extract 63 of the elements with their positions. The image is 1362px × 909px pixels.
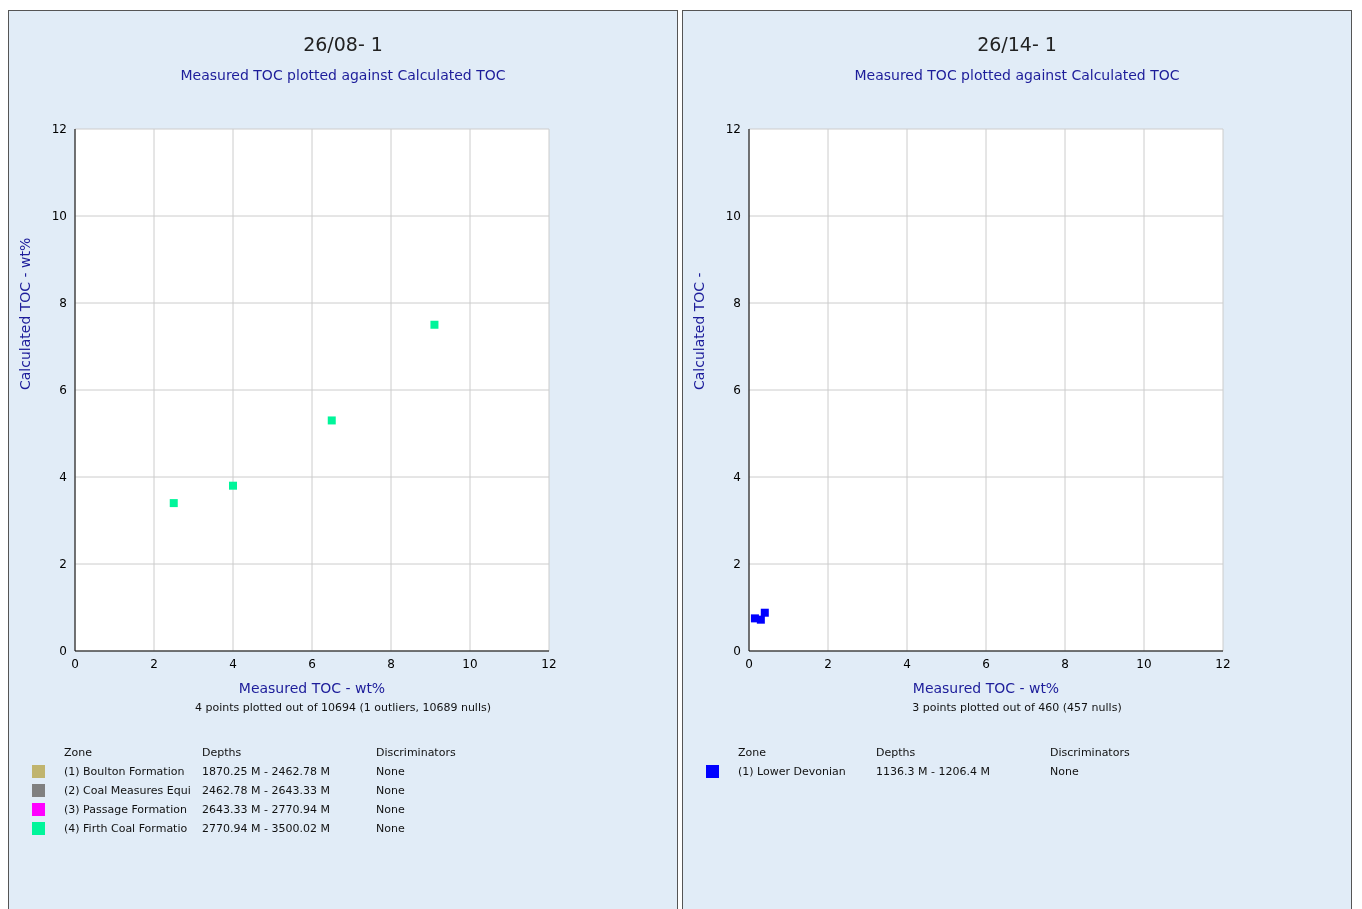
y-tick-label: 4 <box>59 470 67 485</box>
x-tick-label: 12 <box>1215 656 1231 671</box>
text: Discriminators <box>375 745 457 760</box>
text: None <box>1049 764 1080 779</box>
point <box>327 416 336 425</box>
chart-subtitle: Measured TOC plotted against Calculated TOC <box>179 67 507 83</box>
y-tick-label: 8 <box>733 296 741 311</box>
x-tick-label: 4 <box>903 656 911 671</box>
x-axis-title: Measured TOC - wt% <box>912 680 1060 696</box>
text: 2643.33 M - 2770.94 M <box>201 802 331 817</box>
point <box>430 320 439 329</box>
text: Depths <box>201 745 243 760</box>
legend-label: (1) Boulton Formation <box>63 764 186 779</box>
x-tick-label: 0 <box>745 656 753 671</box>
chart-title: 26/14- 1 <box>976 33 1058 55</box>
y-tick-label: 12 <box>725 122 741 137</box>
text: 1870.25 M - 2462.78 M <box>201 764 331 779</box>
x-tick-label: 6 <box>308 656 316 671</box>
x-tick-label: 0 <box>71 656 79 671</box>
y-tick-label: 2 <box>59 557 67 572</box>
x-axis-title: Measured TOC - wt% <box>238 680 386 696</box>
y-tick-label: 12 <box>51 122 67 137</box>
y-tick-label: 6 <box>733 383 741 398</box>
x-tick-label: 8 <box>1061 656 1069 671</box>
text: 2462.78 M - 2643.33 M <box>201 783 331 798</box>
y-tick-label: 10 <box>725 209 741 224</box>
x-tick-label: 8 <box>387 656 395 671</box>
y-tick-label: 8 <box>59 296 67 311</box>
text: 1136.3 M - 1206.4 M <box>875 764 991 779</box>
text: Depths <box>875 745 917 760</box>
y-tick-label: 0 <box>59 644 67 659</box>
legend-label: (1) Lower Devonian <box>737 764 847 779</box>
chart-subtitle: Measured TOC plotted against Calculated TOC <box>853 67 1181 83</box>
x-tick-label: 10 <box>462 656 478 671</box>
text: None <box>375 821 406 836</box>
legend-title: Zone <box>63 745 93 760</box>
text: Discriminators <box>1049 745 1131 760</box>
text: None <box>375 802 406 817</box>
x-tick-label: 10 <box>1136 656 1152 671</box>
point <box>229 481 237 490</box>
x-tick-label: 2 <box>824 656 832 671</box>
point <box>169 499 178 508</box>
y-tick-label: 2 <box>733 557 741 572</box>
text: None <box>375 783 406 798</box>
x-tick-label: 4 <box>229 656 237 671</box>
legend-title: Zone <box>737 745 767 760</box>
legend-label: (3) Passage Formation <box>63 802 188 817</box>
y-axis-title: Calculated TOC - wt% <box>16 237 33 390</box>
y-tick-label: 6 <box>59 383 67 398</box>
x-tick-label: 12 <box>541 656 557 671</box>
x-tick-label: 2 <box>150 656 158 671</box>
text: 2770.94 M - 3500.02 M <box>201 821 331 836</box>
y-tick-label: 4 <box>733 470 741 485</box>
text: 4 points plotted out of 10694 (1 outliers, 10689 nulls) <box>194 701 492 714</box>
y-tick-label: 10 <box>51 209 67 224</box>
y-axis-title: Calculated TOC - <box>690 272 707 390</box>
legend-label: (2) Coal Measures Equi <box>63 783 192 798</box>
legend-label: (4) Firth Coal Formatio <box>63 821 189 836</box>
text: None <box>375 764 406 779</box>
x-tick-label: 6 <box>982 656 990 671</box>
y-tick-label: 0 <box>733 644 741 659</box>
text: 3 points plotted out of 460 (457 nulls) <box>911 701 1123 714</box>
chart-title: 26/08- 1 <box>302 33 384 55</box>
